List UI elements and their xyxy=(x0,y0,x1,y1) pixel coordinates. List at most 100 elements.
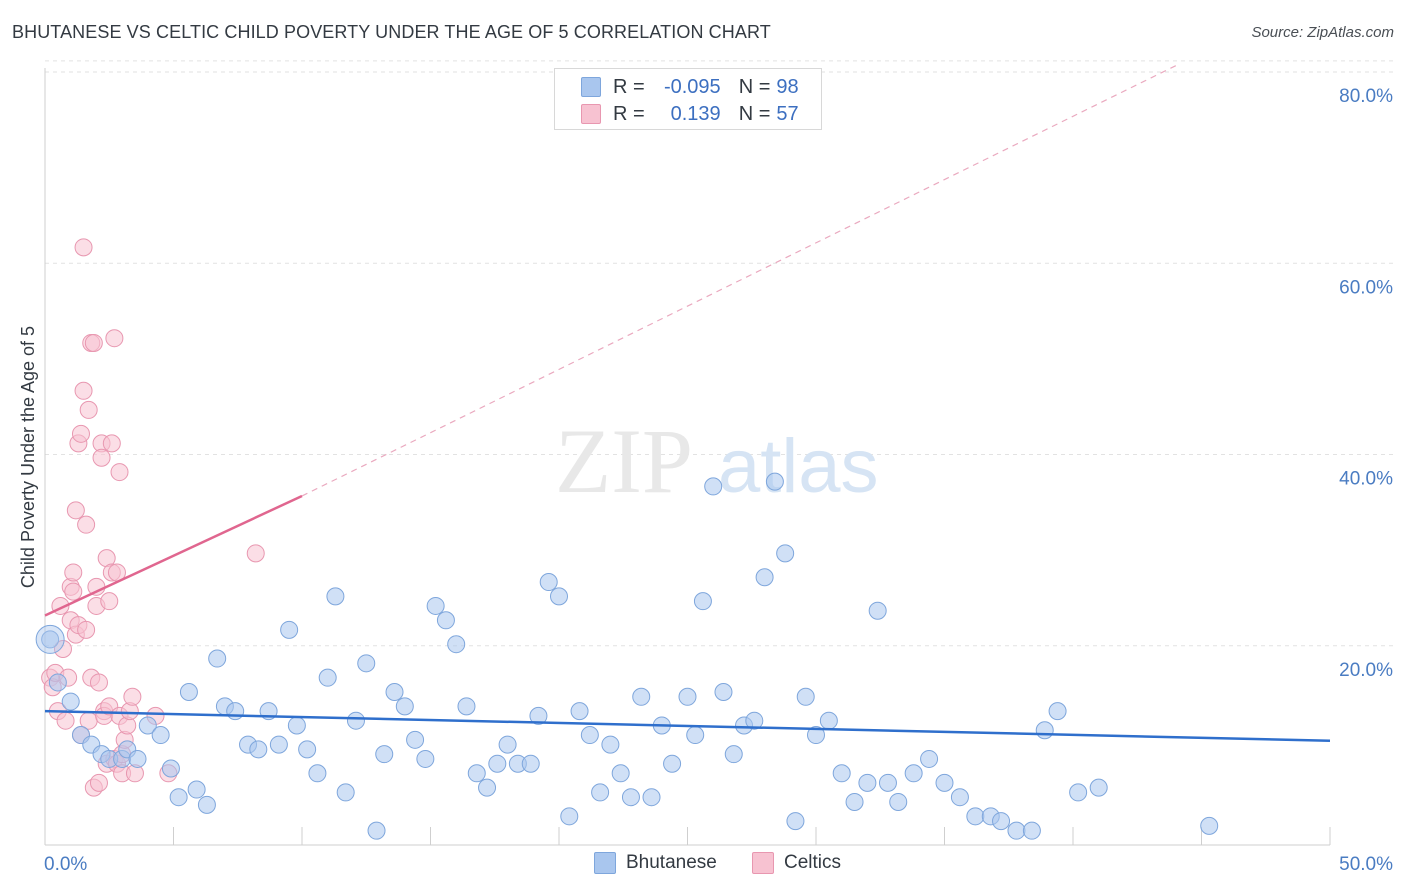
celtics-point xyxy=(77,620,96,639)
bhutanese-point xyxy=(776,544,795,563)
bhutanese-point xyxy=(611,764,630,783)
bhutanese-point xyxy=(138,716,157,735)
y-tick-label: 60.0% xyxy=(1339,277,1393,298)
bhutanese-point xyxy=(591,783,610,802)
bhutanese-point xyxy=(187,780,206,799)
r-value: -0.095 xyxy=(663,75,721,98)
celtics-point xyxy=(105,329,124,348)
celtics-point xyxy=(110,463,129,482)
bhutanese-point xyxy=(832,764,851,783)
bhutanese-point xyxy=(678,687,697,706)
bhutanese-point xyxy=(745,711,764,730)
celtics-point xyxy=(92,448,111,467)
bhutanese-point xyxy=(308,764,327,783)
celtics-trend-line xyxy=(44,494,303,617)
bhutanese-point xyxy=(686,726,705,745)
bhutanese-point xyxy=(385,683,404,701)
bhutanese-point xyxy=(755,568,774,587)
bhutanese-point xyxy=(426,596,445,615)
bhutanese-point xyxy=(197,795,216,814)
celtics-point xyxy=(53,639,72,658)
celtics-point xyxy=(74,381,93,400)
legend-item-celtics[interactable]: Celtics xyxy=(752,852,841,874)
bhutanese-points xyxy=(35,472,1219,840)
celtics-point xyxy=(79,400,98,419)
bhutanese-point xyxy=(950,788,969,807)
celtics-point xyxy=(102,434,121,453)
bhutanese-point xyxy=(550,587,568,606)
legend-row-bhutanese: R = -0.095 N = 98 xyxy=(581,74,799,100)
bhutanese-point xyxy=(498,735,517,754)
bhutanese-point xyxy=(488,754,507,773)
celtics-point xyxy=(84,333,103,352)
r-value: 0.139 xyxy=(670,102,721,125)
bhutanese-point xyxy=(560,807,579,826)
n-value: 57 xyxy=(776,102,799,125)
legend-item-bhutanese[interactable]: Bhutanese xyxy=(594,852,717,874)
bhutanese-point xyxy=(966,807,985,826)
bhutanese-point xyxy=(632,687,651,706)
bhutanese-point xyxy=(1035,721,1054,740)
bhutanese-point xyxy=(529,706,548,725)
bhutanese-point xyxy=(1069,783,1088,802)
bhutanese-point xyxy=(642,788,661,807)
bhutanese-point xyxy=(724,745,743,764)
bhutanese-point xyxy=(663,754,682,773)
legend-label-celtics: Celtics xyxy=(784,852,842,873)
bhutanese-point xyxy=(61,692,80,711)
bhutanese-point xyxy=(889,792,908,811)
bhutanese-point xyxy=(249,740,268,759)
bhutanese-point xyxy=(326,587,345,606)
celtics-point xyxy=(64,582,83,601)
bhutanese-point xyxy=(151,726,170,745)
bhutanese-point xyxy=(367,821,386,840)
n-label: N = xyxy=(738,75,771,98)
n-label: N = xyxy=(738,102,771,125)
n-value: 98 xyxy=(776,75,799,98)
bhutanese-point xyxy=(1089,778,1108,797)
bhutanese-point xyxy=(336,783,355,802)
bhutanese-point xyxy=(845,792,864,811)
y-tick-label: 20.0% xyxy=(1339,660,1393,681)
bhutanese-point xyxy=(318,668,337,687)
bhutanese-point xyxy=(601,735,620,754)
bhutanese-point xyxy=(406,730,425,749)
celtics-point xyxy=(56,711,75,730)
correlation-legend: R = -0.095 N = 98 R = 0.139 N = 57 xyxy=(554,68,822,130)
chart-title: BHUTANESE VS CELTIC CHILD POVERTY UNDER … xyxy=(12,22,771,42)
bhutanese-point xyxy=(521,754,540,773)
legend-swatch-bhutanese xyxy=(594,852,616,874)
bhutanese-point xyxy=(447,635,466,654)
bhutanese-point xyxy=(467,764,486,783)
axes xyxy=(44,68,1331,846)
legend-label-bhutanese: Bhutanese xyxy=(626,852,717,873)
bhutanese-point xyxy=(539,573,558,592)
bhutanese-point xyxy=(280,620,299,639)
x-tick-label-min: 0.0% xyxy=(44,854,87,875)
y-tick-label: 80.0% xyxy=(1339,86,1393,107)
r-label: R = xyxy=(613,75,645,98)
bhutanese-point xyxy=(179,683,198,701)
legend-swatch-celtics xyxy=(581,104,601,124)
bhutanese-point xyxy=(169,788,188,807)
celtics-point xyxy=(246,544,265,563)
celtics-trend-extension xyxy=(301,65,1177,497)
bhutanese-point xyxy=(357,654,376,673)
bhutanese-point xyxy=(478,778,497,797)
bhutanese-point xyxy=(269,735,288,754)
bhutanese-point xyxy=(920,749,939,768)
r-label: R = xyxy=(613,102,645,125)
bhutanese-point xyxy=(878,773,897,792)
bhutanese-point xyxy=(208,649,227,668)
bhutanese-point xyxy=(570,702,589,721)
bhutanese-point xyxy=(796,687,815,706)
grid-lines xyxy=(45,60,1395,647)
bhutanese-point xyxy=(693,592,712,611)
bhutanese-point xyxy=(457,697,476,716)
x-tick-label-max: 50.0% xyxy=(1339,854,1393,875)
bhutanese-point xyxy=(1200,816,1219,835)
legend-swatch-celtics xyxy=(752,852,774,874)
celtics-point xyxy=(64,563,83,582)
bhutanese-point xyxy=(704,477,723,496)
tick-labels: 20.0% 40.0% 60.0% 80.0% 0.0% 50.0% xyxy=(44,86,1393,875)
